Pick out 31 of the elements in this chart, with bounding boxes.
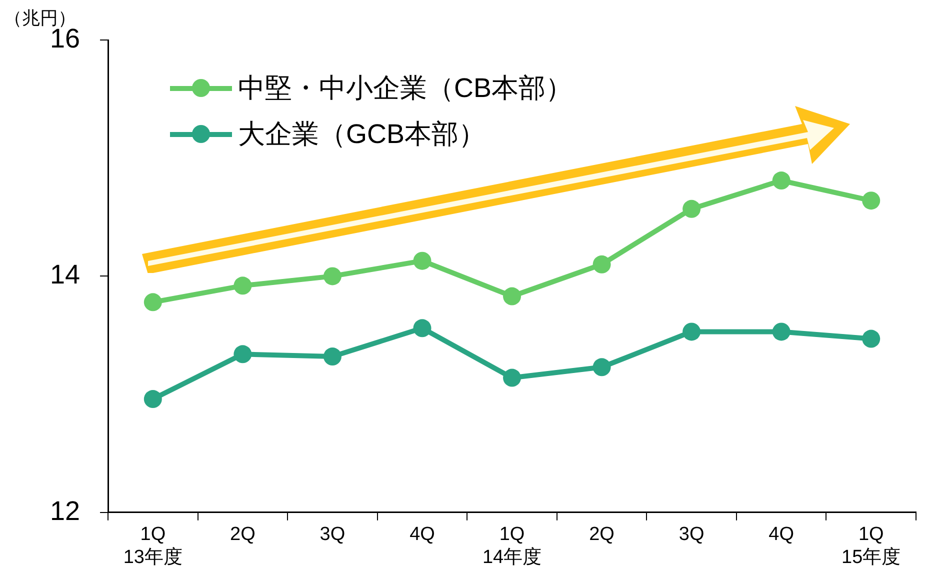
x-tick-label: 3Q <box>320 524 346 546</box>
point <box>323 267 342 286</box>
point <box>503 368 522 387</box>
y-tick-label: 12 <box>50 496 80 526</box>
x-tick-label: 3Q <box>678 524 704 546</box>
x-tick-label: 2Q <box>589 524 614 546</box>
x-tick-label: 4Q <box>768 524 794 546</box>
point <box>413 319 432 338</box>
point <box>682 322 701 341</box>
point <box>503 287 522 306</box>
point <box>682 200 701 218</box>
point <box>862 330 880 348</box>
legend-label: 大企業（GCB本部） <box>238 118 486 151</box>
point <box>413 252 432 270</box>
point <box>772 322 790 341</box>
point <box>592 358 611 376</box>
point <box>234 276 252 295</box>
legend-label: 中堅・中小企業（CB本部） <box>238 72 573 105</box>
point <box>144 293 162 312</box>
y-tick-label: 14 <box>50 260 80 290</box>
point <box>144 390 162 408</box>
point <box>234 345 252 364</box>
x-tick-label: 1Q 15年度 <box>842 524 901 568</box>
x-tick-label: 4Q <box>410 524 435 546</box>
x-tick-label: 1Q 14年度 <box>482 524 542 568</box>
point <box>772 172 790 190</box>
x-tick-label: 2Q <box>230 524 256 546</box>
point <box>862 192 880 210</box>
x-tick-label: 1Q 13年度 <box>123 524 182 568</box>
point <box>592 255 611 274</box>
point <box>323 348 342 366</box>
